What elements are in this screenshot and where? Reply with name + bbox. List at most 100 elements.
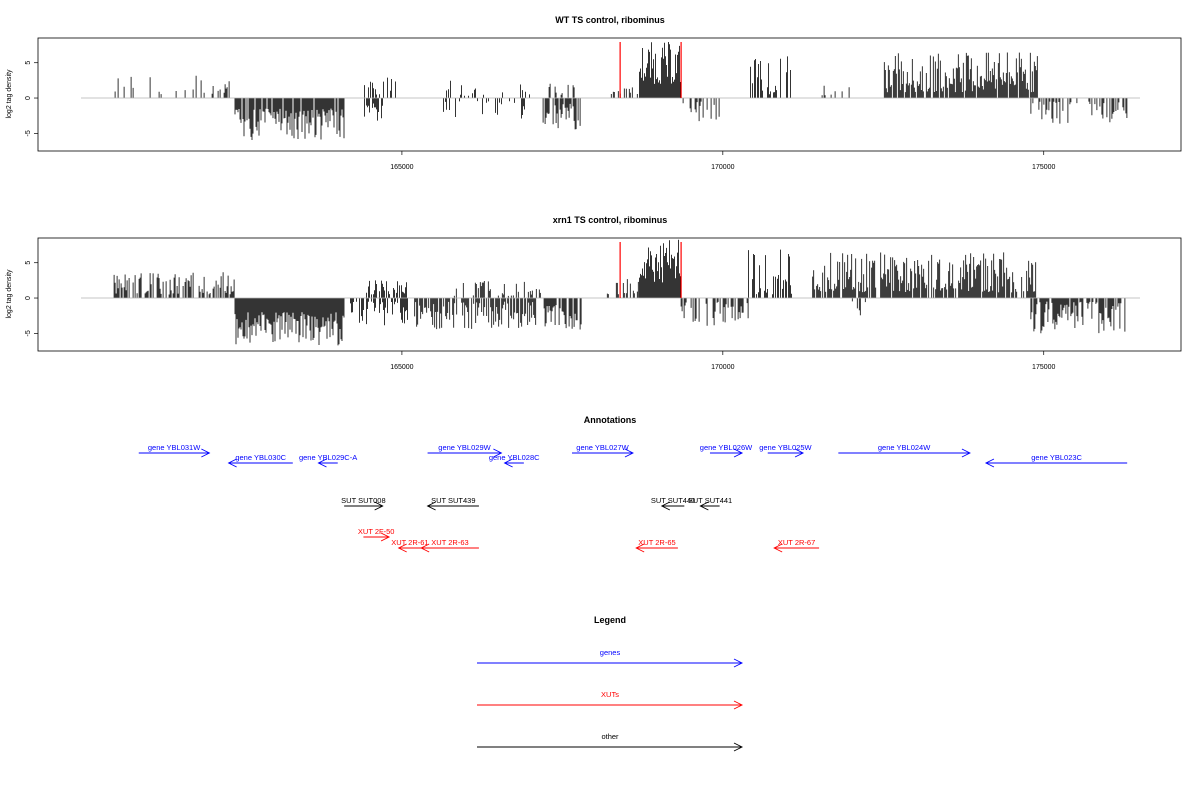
y-tick-label: -5 [25,330,32,336]
annotation-feature: gene YBL029W [427,443,503,458]
arrowhead-icon [733,448,744,458]
annotation-feature: XUT 2F-50 [358,527,395,542]
legend-arrow-icon [477,658,744,668]
feature-label: gene YBL026W [700,443,753,452]
annotation-feature: gene YBL023C [984,453,1128,468]
annotation-feature: XUT 2R-67 [773,538,820,553]
arrowhead-icon [773,543,783,553]
arrowhead-icon [420,543,430,553]
arrowhead-icon [493,448,503,458]
legend: Legend genes XUTs other [477,615,744,752]
arrowhead-icon [794,448,805,458]
legend-arrow-icon [477,700,744,710]
x-tick-label: 175000 [1032,364,1055,371]
arrowhead-icon [201,448,211,458]
annotation-feature: SUT SUT439 [426,496,479,511]
y-tick-label: -5 [25,130,32,136]
feature-label: gene YBL030C [235,453,286,462]
feature-label: SUT SUT441 [688,496,732,505]
arrowhead-icon [733,742,744,752]
feature-label: XUT 2R-65 [638,538,675,547]
arrowhead-icon [317,458,327,468]
panel-title-xrn1: xrn1 TS control, ribominus [553,215,668,225]
arrowhead-icon [374,501,384,511]
density-bars-xrn1 [113,239,1126,346]
y-ticks-xrn1: -5 0 5 [25,261,32,337]
annotation-feature: XUT 2R-65 [635,538,678,553]
annotation-feature: gene YBL030C [227,453,293,468]
annotation-feature: XUT 2R-61 [391,538,429,553]
annotation-feature: gene YBL027W [571,443,634,458]
annotation-feature: SUT SUT440 [651,496,695,511]
arrowhead-icon [984,458,995,468]
annotation-feature: XUT 2R-63 [420,538,479,553]
annotations-title: Annotations [584,415,637,425]
y-tick-label: 0 [25,96,32,100]
annotation-feature: gene YBL025W [759,443,813,458]
feature-label: gene YBL023C [1031,453,1082,462]
feature-label: gene YBL024W [878,443,931,452]
feature-label: gene YBL027W [576,443,629,452]
arrowhead-icon [733,700,744,710]
feature-label: SUT SUT439 [431,496,475,505]
arrowhead-icon [503,458,513,468]
annotation-feature: gene YBL028C [489,453,540,468]
track-panel-wt: WT TS control, ribominus log2 tag densit… [6,15,1182,171]
x-ticks-wt: 165000 170000 175000 [390,164,1055,171]
y-tick-label: 5 [25,61,32,65]
y-axis-label-wt: log2 tag density [6,69,13,119]
feature-label: gene YBL029C-A [299,453,357,462]
legend-arrow-icon [477,742,744,752]
arrowhead-icon [227,458,237,468]
annotation-feature: gene YBL024W [838,443,971,458]
arrowhead-icon [961,448,971,458]
y-tick-label: 5 [25,261,32,265]
x-tick-label: 165000 [390,164,413,171]
plot-frame-xrn1 [37,237,1182,352]
annotation-feature: gene YBL026W [700,443,753,458]
x-ticks-xrn1: 165000 170000 175000 [390,364,1055,371]
plot-frame-wt [37,37,1182,152]
arrowhead-icon [660,501,671,511]
panel-title-wt: WT TS control, ribominus [555,15,665,25]
x-tick-label: 175000 [1032,164,1055,171]
feature-label: XUT 2R-61 [391,538,428,547]
legend-label: XUTs [601,690,619,699]
feature-label: XUT 2R-63 [431,538,468,547]
arrowhead-icon [624,448,634,458]
annotation-feature: SUT SUT441 [688,496,732,511]
annotation-features: gene YBL031W gene YBL030C gene YBL029C-A ge… [138,443,1128,553]
arrowhead-icon [397,543,407,553]
arrowhead-icon [699,501,709,511]
feature-label: SUT SUT440 [651,496,695,505]
x-tick-label: 165000 [390,364,413,371]
arrowhead-icon [380,532,391,542]
legend-item-genes: genes [477,648,744,668]
feature-label: gene YBL025W [759,443,812,452]
legend-title: Legend [594,615,626,625]
arrowhead-icon [426,501,436,511]
feature-label: XUT 2F-50 [358,527,395,536]
annotation-feature: SUT SUT008 [341,496,386,511]
annotation-feature: gene YBL031W [138,443,211,458]
feature-label: SUT SUT008 [341,496,385,505]
legend-label: other [601,732,619,741]
arrowhead-icon [733,658,744,668]
legend-item-other: other [477,732,744,752]
y-tick-label: 0 [25,296,32,300]
y-axis-label-xrn1: log2 tag density [6,269,13,319]
x-tick-label: 170000 [711,364,734,371]
legend-item-xuts: XUTs [477,690,744,710]
feature-label: gene YBL031W [148,443,201,452]
feature-label: gene YBL028C [489,453,540,462]
arrowhead-icon [635,543,645,553]
track-panel-xrn1: xrn1 TS control, ribominus log2 tag dens… [6,215,1182,371]
legend-label: genes [600,648,621,657]
feature-label: XUT 2R-67 [778,538,815,547]
feature-label: gene YBL029W [438,443,491,452]
y-ticks-wt: -5 0 5 [25,61,32,137]
x-tick-label: 170000 [711,164,734,171]
annotation-feature: gene YBL029C-A [299,453,357,468]
